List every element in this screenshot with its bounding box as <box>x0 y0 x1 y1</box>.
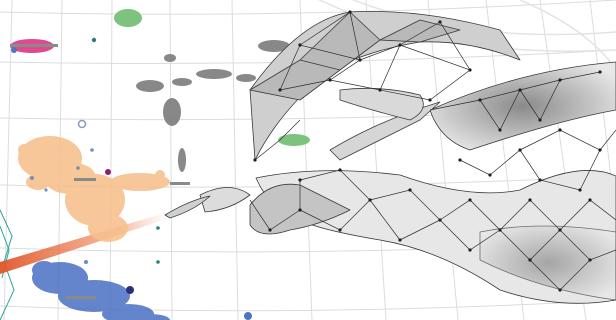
teal-dots <box>91 37 160 264</box>
pink-cluster <box>10 39 58 53</box>
gray-ring <box>77 119 87 129</box>
blue-cluster <box>32 261 170 320</box>
peach-cluster-accents <box>30 148 190 192</box>
gray-cluster <box>136 40 290 172</box>
green-cluster-top <box>114 9 142 27</box>
purple-dot <box>105 169 111 175</box>
peach-cluster <box>18 136 170 242</box>
green-cluster-mid <box>278 134 310 146</box>
blue-cluster-accents <box>66 260 252 320</box>
mesh-vertices <box>253 10 602 292</box>
